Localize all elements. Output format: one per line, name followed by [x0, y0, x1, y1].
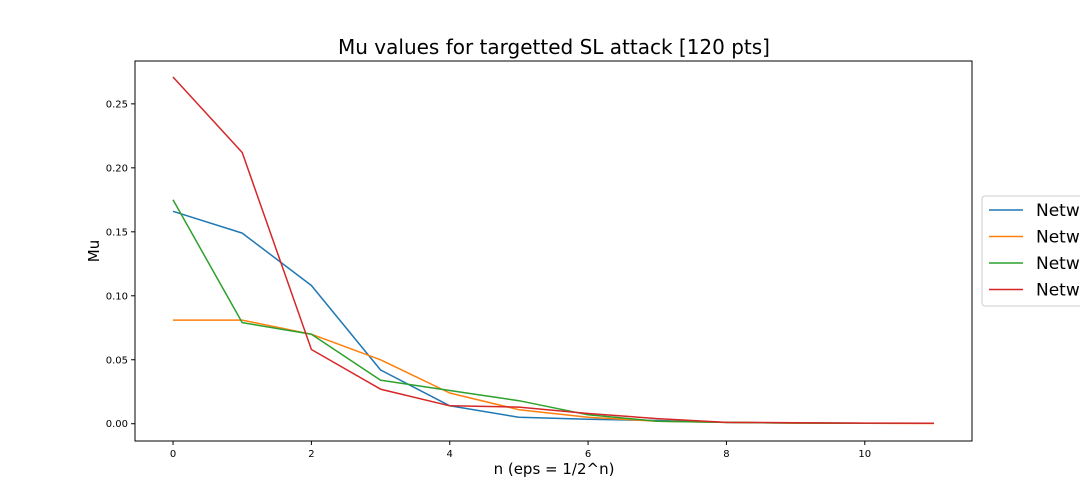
series-line-0: [172, 210, 935, 425]
y-tick-label: 0.15: [106, 227, 128, 238]
y-tick-label: 0.10: [106, 291, 128, 302]
y-axis: 0.00 0.05 0.10 0.15 0.20 0.25: [106, 99, 135, 430]
x-axis: 0 2 4 6 8 10: [170, 441, 871, 460]
series-lines: [172, 76, 935, 425]
y-tick-label: 0.25: [106, 99, 128, 110]
legend: Netw Netw Netw Netw: [981, 195, 1080, 307]
x-tick-label: 4: [447, 449, 453, 460]
x-tick-label: 2: [308, 449, 314, 460]
y-axis-label: Mu: [85, 240, 103, 262]
plot-area: [134, 60, 973, 442]
series-line-2: [172, 199, 935, 425]
x-tick-label: 10: [858, 449, 871, 460]
x-tick-label: 8: [723, 449, 729, 460]
y-tick-label: 0.20: [106, 163, 128, 174]
plot-frame: [134, 60, 973, 442]
x-tick-label: 6: [585, 449, 591, 460]
legend-label: Netw: [1036, 228, 1080, 248]
series-line-3: [172, 76, 935, 424]
legend-label: Netw: [1036, 281, 1080, 301]
legend-box: [981, 195, 1080, 307]
legend-label: Netw: [1036, 254, 1080, 274]
x-tick-label: 0: [170, 449, 176, 460]
y-tick-label: 0.00: [106, 419, 128, 430]
legend-label: Netw: [1036, 201, 1080, 221]
x-axis-label: n (eps = 1/2^n): [494, 460, 615, 478]
y-tick-label: 0.05: [106, 355, 128, 366]
chart-title: Mu values for targetted SL attack [120 p…: [338, 35, 770, 59]
